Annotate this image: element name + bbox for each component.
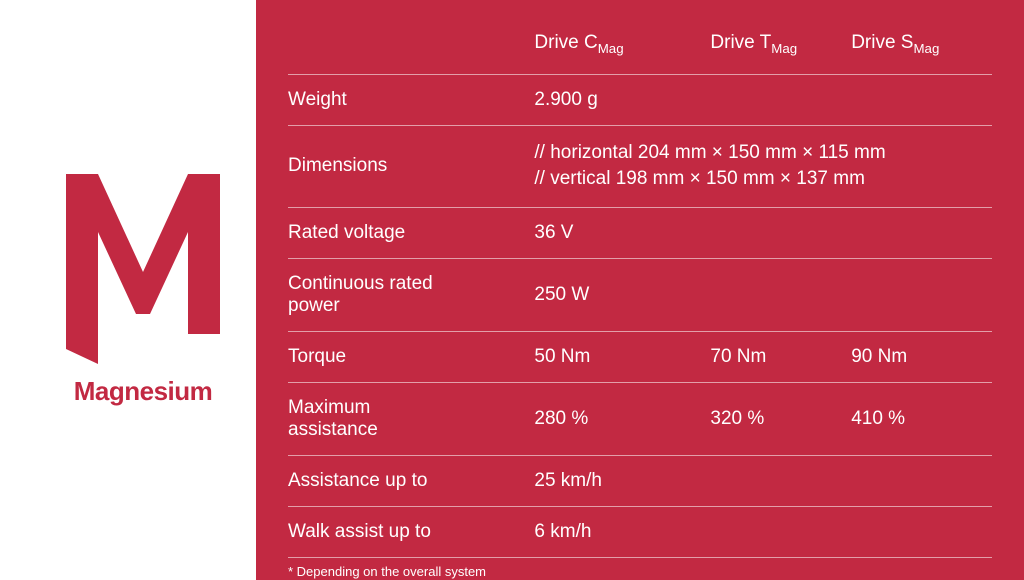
row-label: Dimensions: [288, 125, 534, 207]
col-header-drive-s: Drive SMag: [851, 22, 992, 74]
row-label: Assistance up to: [288, 455, 534, 506]
col-header-empty: [288, 22, 534, 74]
brand-panel: Magnesium: [0, 0, 256, 580]
row-value-c: 50 Nm: [534, 331, 710, 382]
spec-table: Drive CMag Drive TMag Drive SMag Weight …: [288, 22, 992, 557]
row-label: Torque: [288, 331, 534, 382]
row-value-c: 280 %: [534, 382, 710, 455]
table-row: Torque 50 Nm 70 Nm 90 Nm: [288, 331, 992, 382]
brand-label: Magnesium: [74, 376, 213, 407]
table-row: Maximumassistance 280 % 320 % 410 %: [288, 382, 992, 455]
table-row: Dimensions // horizontal 204 mm × 150 mm…: [288, 125, 992, 207]
row-value-s: 90 Nm: [851, 331, 992, 382]
spec-table-panel: Drive CMag Drive TMag Drive SMag Weight …: [256, 0, 1024, 580]
row-label: Walk assist up to: [288, 506, 534, 557]
row-value: 250 W: [534, 258, 992, 331]
row-value-t: 320 %: [710, 382, 851, 455]
table-row: Continuous ratedpower 250 W: [288, 258, 992, 331]
table-row: Walk assist up to 6 km/h: [288, 506, 992, 557]
row-value-t: 70 Nm: [710, 331, 851, 382]
table-row: Rated voltage 36 V: [288, 207, 992, 258]
table-row: Weight 2.900 g: [288, 74, 992, 125]
row-value: 6 km/h: [534, 506, 992, 557]
row-label: Maximumassistance: [288, 382, 534, 455]
brand-logo-icon: [58, 174, 228, 364]
col-header-drive-t: Drive TMag: [710, 22, 851, 74]
row-value: // horizontal 204 mm × 150 mm × 115 mm /…: [534, 125, 992, 207]
table-header-row: Drive CMag Drive TMag Drive SMag: [288, 22, 992, 74]
row-value: 2.900 g: [534, 74, 992, 125]
row-value: 36 V: [534, 207, 992, 258]
col-header-drive-c: Drive CMag: [534, 22, 710, 74]
table-footnote: * Depending on the overall system: [288, 557, 992, 579]
row-label: Weight: [288, 74, 534, 125]
row-label: Continuous ratedpower: [288, 258, 534, 331]
row-value-s: 410 %: [851, 382, 992, 455]
row-value: 25 km/h: [534, 455, 992, 506]
table-row: Assistance up to 25 km/h: [288, 455, 992, 506]
row-label: Rated voltage: [288, 207, 534, 258]
